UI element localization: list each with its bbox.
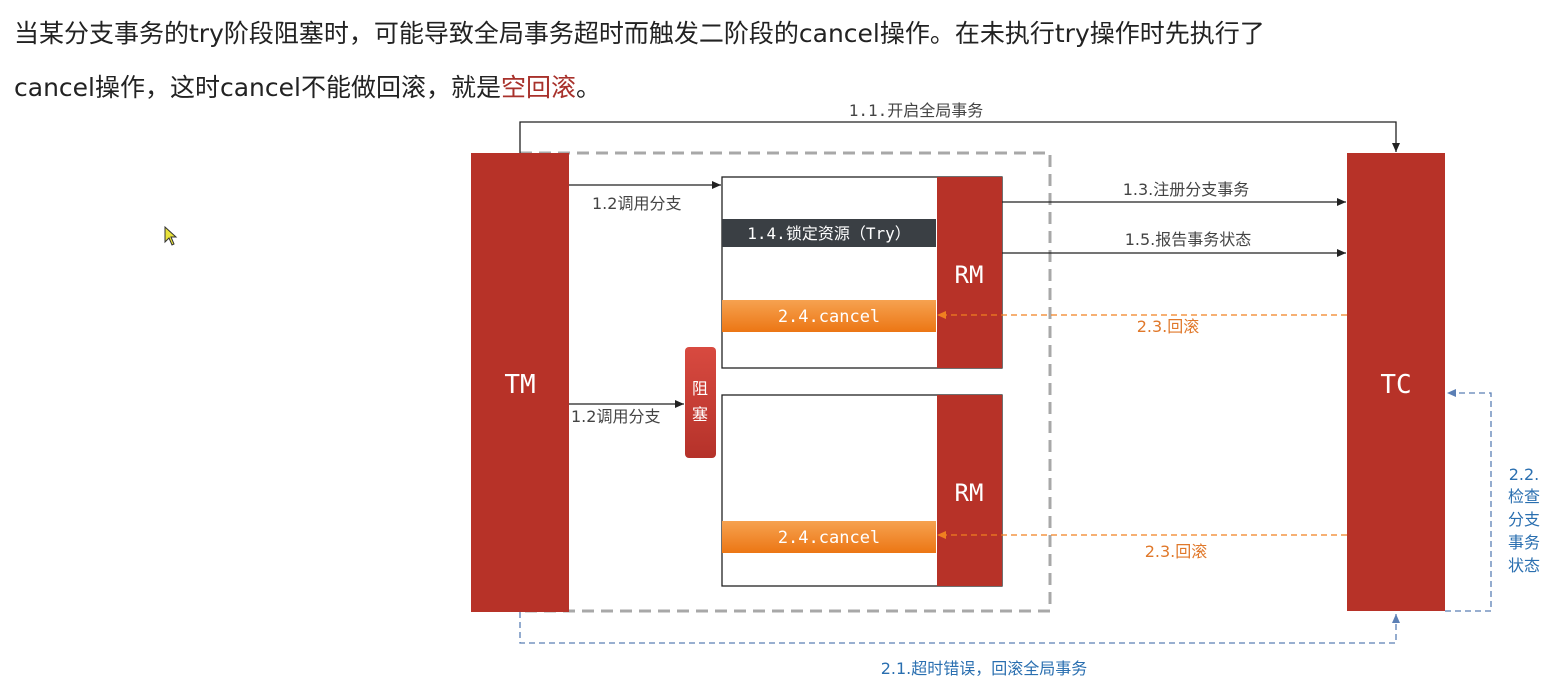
label-2-4-b: 2.4.cancel bbox=[778, 528, 880, 548]
tc-pillar bbox=[1347, 153, 1445, 611]
rm-2-label: RM bbox=[955, 479, 984, 507]
blocked-label-1: 阻 bbox=[692, 379, 708, 398]
cancel-box-1 bbox=[722, 300, 936, 332]
paragraph-line-2-suffix: 。 bbox=[575, 73, 601, 102]
label-2-3-b: 2.3.回滚 bbox=[1145, 542, 1208, 561]
mouse-cursor-icon bbox=[164, 226, 178, 246]
label-2-3-a: 2.3.回滚 bbox=[1137, 317, 1200, 336]
tm-label: TM bbox=[504, 370, 535, 400]
rm-1-pillar bbox=[937, 177, 1002, 368]
blocked-label-2: 塞 bbox=[692, 405, 708, 424]
label-1-2-a: 1.2调用分支 bbox=[592, 194, 681, 213]
label-1-4: 1.4.锁定资源（Try） bbox=[747, 224, 910, 243]
paragraph-line-2-prefix: cancel操作，这时cancel不能做回滚，就是 bbox=[14, 73, 501, 102]
cancel-box-2 bbox=[722, 521, 936, 553]
rm-2-pillar bbox=[937, 395, 1002, 586]
paragraph-line-1-text: 当某分支事务的try阶段阻塞时，可能导致全局事务超时而触发二阶段的cancel操… bbox=[14, 19, 1265, 48]
try-lock-resource-box bbox=[722, 219, 936, 247]
paragraph-line-2: cancel操作，这时cancel不能做回滚，就是空回滚。 bbox=[14, 68, 601, 104]
tc-label: TC bbox=[1380, 370, 1411, 400]
rm-1-label: RM bbox=[955, 261, 984, 289]
empty-rollback-highlight: 空回滚 bbox=[500, 73, 576, 102]
label-2-2-line-1: 2.2. bbox=[1509, 465, 1540, 484]
label-1-3: 1.3.注册分支事务 bbox=[1123, 180, 1250, 199]
tm-pillar bbox=[471, 153, 569, 612]
paragraph-line-1: 当某分支事务的try阶段阻塞时，可能导致全局事务超时而触发二阶段的cancel操… bbox=[14, 14, 1265, 50]
label-2-2-line-2: 检查 bbox=[1508, 487, 1540, 506]
arrow-2-1-timeout-rollback bbox=[519, 612, 1400, 644]
arrow-2-2-check-branch bbox=[1445, 389, 1492, 612]
label-1-5: 1.5.报告事务状态 bbox=[1125, 230, 1252, 249]
label-2-4-a: 2.4.cancel bbox=[778, 307, 880, 327]
blocked-marker bbox=[685, 347, 716, 458]
label-1-2-b: 1.2调用分支 bbox=[571, 407, 660, 426]
label-2-2-line-3: 分支 bbox=[1508, 510, 1540, 529]
arrow-1-1-begin-global bbox=[519, 121, 1400, 153]
label-2-1: 2.1.超时错误，回滚全局事务 bbox=[881, 659, 1088, 678]
label-2-2-line-5: 状态 bbox=[1508, 556, 1540, 575]
label-2-2-line-4: 事务 bbox=[1508, 533, 1540, 552]
label-1-1: 1.1.开启全局事务 bbox=[849, 101, 984, 120]
